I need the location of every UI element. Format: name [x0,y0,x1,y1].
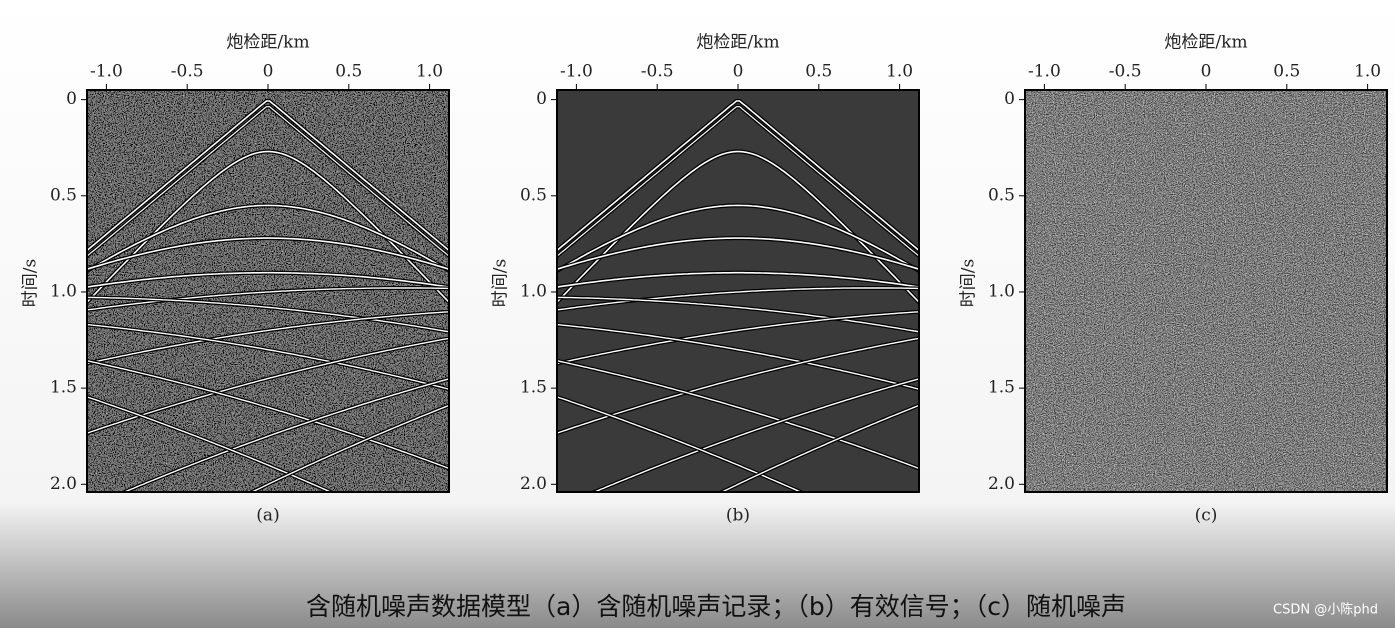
x-axis-label: 炮检距/km [226,33,309,53]
panel-caption: (a) [256,506,279,526]
x-tick-label: 0 [1201,62,1212,82]
y-tick-label: 1.0 [988,281,1015,301]
event [557,100,919,252]
y-tick-label: 0 [536,89,547,109]
x-tick-label: -0.5 [641,62,674,82]
y-tick-label: 1.5 [50,378,77,398]
event [87,237,449,271]
event [87,360,449,470]
y-tick-label: 0.5 [988,185,1015,205]
event [122,378,449,492]
event [557,106,919,257]
y-tick-label: 1.5 [988,378,1015,398]
event [250,404,449,492]
event [557,271,919,288]
x-tick-label: 1.0 [416,62,443,82]
x-tick-label: -1.0 [1028,62,1061,82]
event [557,337,919,434]
event [87,204,449,272]
event [87,337,449,434]
event [557,396,803,492]
event [87,271,449,288]
y-tick-label: 2.0 [988,474,1015,494]
panel-caption: (c) [1195,506,1218,526]
x-tick-label: -0.5 [1109,62,1142,82]
event [557,323,919,390]
caption: 含随机噪声数据模型（a）含随机噪声记录；（b）有效信号；（c）随机噪声 [306,592,1126,621]
x-tick-label: 1.0 [1354,62,1381,82]
panel-image [557,90,919,492]
event [87,323,449,390]
y-tick-label: 1.0 [520,281,547,301]
watermark: CSDN @小陈phd [1273,602,1378,618]
event [87,106,449,257]
y-tick-label: 0.5 [50,185,77,205]
x-tick-label: -1.0 [90,62,123,82]
event [592,378,919,492]
y-tick-label: 1.0 [50,281,77,301]
event [557,311,919,365]
x-tick-label: 0 [263,62,274,82]
x-tick-label: 0.5 [1273,62,1300,82]
x-tick-label: -0.5 [171,62,204,82]
x-tick-label: -1.0 [560,62,593,82]
y-tick-label: 2.0 [520,474,547,494]
y-tick-label: 0 [1004,89,1015,109]
event [557,296,919,333]
event [557,360,919,470]
panel-caption: (b) [726,506,750,526]
x-axis-label: 炮检距/km [696,33,779,53]
y-tick-label: 0 [66,89,77,109]
panel-image [1025,90,1387,492]
y-tick-label: 1.5 [520,378,547,398]
panel-image [87,90,449,492]
x-tick-label: 0.5 [805,62,832,82]
event [87,311,449,365]
event [87,396,333,492]
event [87,287,449,311]
event [557,287,919,311]
x-tick-label: 0.5 [335,62,362,82]
event [720,404,919,492]
y-axis-label: 时间/s [21,259,41,307]
y-tick-label: 0.5 [520,185,547,205]
event [87,100,449,252]
y-axis-label: 时间/s [491,259,511,307]
y-tick-label: 2.0 [50,474,77,494]
x-axis-label: 炮检距/km [1164,33,1247,53]
y-axis-label: 时间/s [959,259,979,307]
x-tick-label: 0 [733,62,744,82]
x-tick-label: 1.0 [886,62,913,82]
image-noise [1025,90,1387,492]
event [557,204,919,272]
event [557,237,919,271]
event [87,296,449,333]
